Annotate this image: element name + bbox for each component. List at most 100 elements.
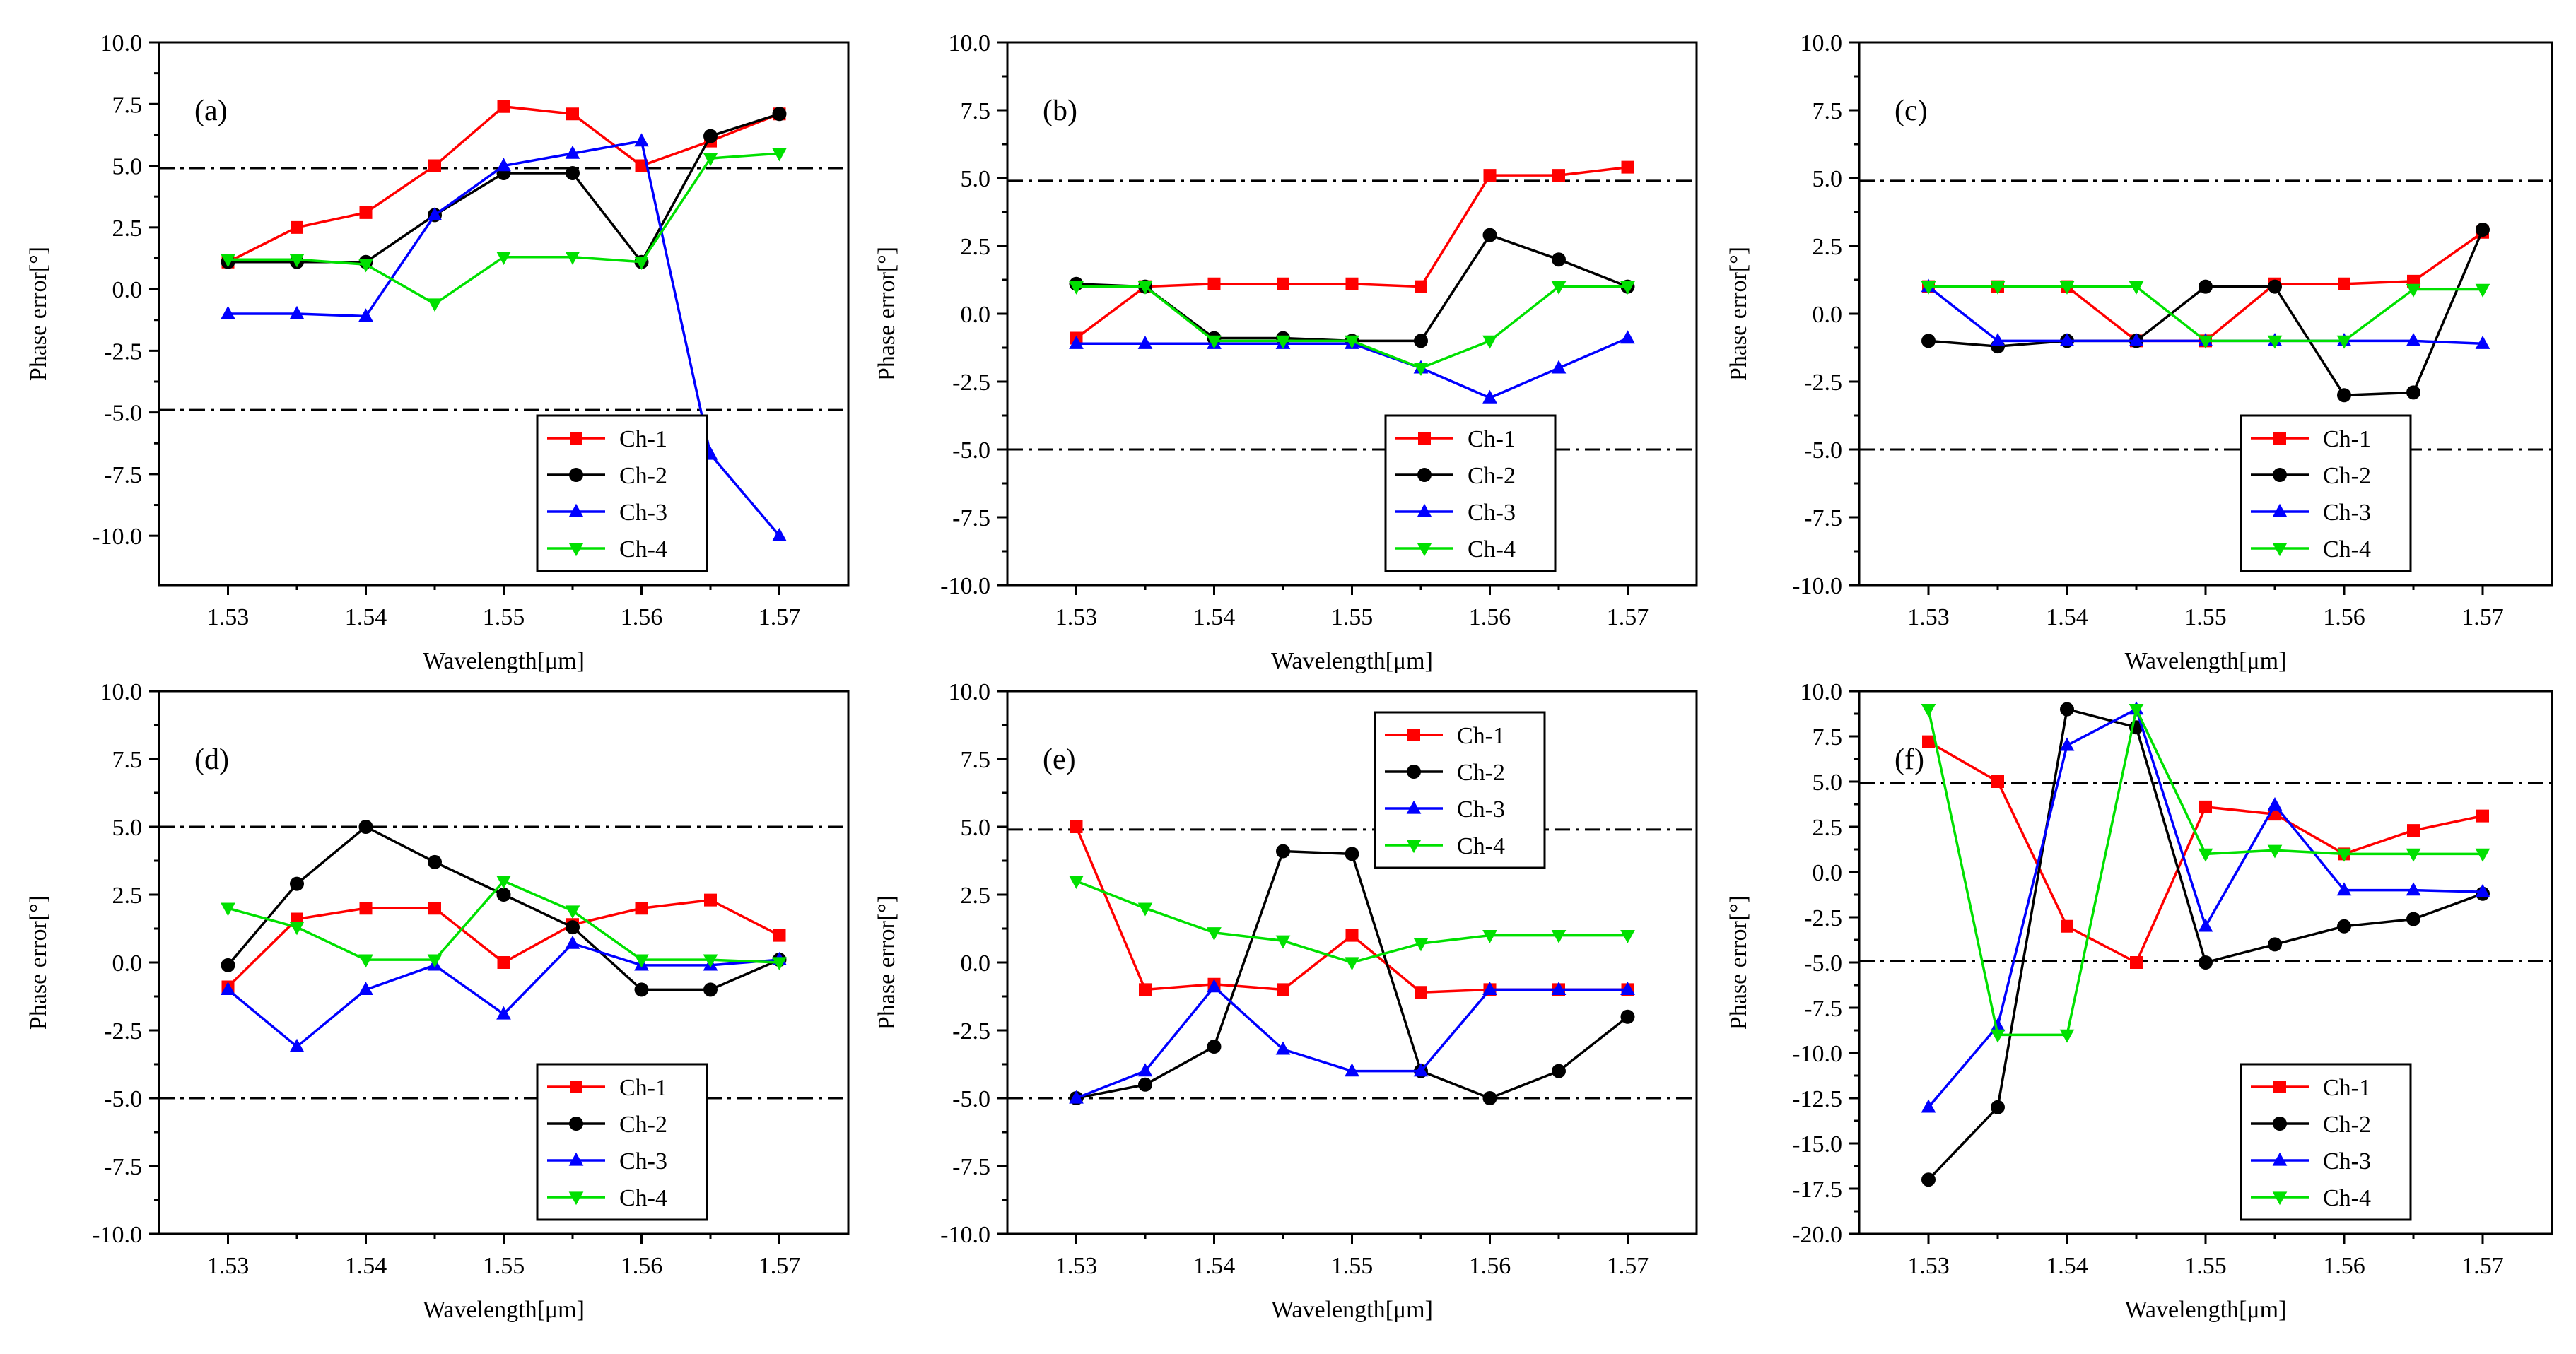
legend-marker <box>2272 503 2288 517</box>
y-tick-label: 0.0 <box>112 950 143 977</box>
data-point <box>1069 876 1084 890</box>
panel-label: (a) <box>194 95 228 127</box>
data-point <box>1551 982 1567 996</box>
legend-marker <box>569 1117 583 1131</box>
data-point <box>772 527 787 541</box>
y-tick-label: 2.5 <box>961 234 991 260</box>
data-point <box>496 876 511 890</box>
data-point <box>1345 1063 1359 1077</box>
y-tick-label: -10.0 <box>940 1222 990 1248</box>
y-tick-label: -7.5 <box>1804 996 1842 1022</box>
data-point <box>291 220 303 234</box>
data-point <box>635 902 648 915</box>
y-tick-label: 0.0 <box>1813 860 1843 886</box>
y-tick-label: -10.0 <box>940 573 990 599</box>
data-point <box>1620 330 1635 344</box>
data-point <box>289 254 305 268</box>
series-Ch-1 <box>221 100 786 269</box>
legend-label: Ch-1 <box>619 1075 667 1101</box>
legend-marker <box>568 543 584 557</box>
y-tick-label: 2.5 <box>112 883 143 909</box>
data-point <box>2406 882 2421 896</box>
y-tick-label: -5.0 <box>104 401 142 427</box>
data-point <box>2199 800 2212 813</box>
legend-label: Ch-2 <box>619 463 667 489</box>
panel-1: 10.0 7.5 5.0 2.5 0.0 -2.5 -5.0 -7.5 -10.0 1.53 1.5… <box>25 30 850 674</box>
data-point <box>289 305 305 319</box>
y-tick-label: 2.5 <box>1813 815 1843 841</box>
data-point <box>2406 283 2421 298</box>
data-point <box>1345 847 1359 861</box>
data-point <box>428 902 441 915</box>
data-point <box>1277 983 1289 996</box>
legend-label: Ch-3 <box>619 500 667 526</box>
y-tick-label: -10.0 <box>1792 1041 1842 1067</box>
y-tick-label: 10.0 <box>100 679 143 705</box>
y-axis-title: Phase error[°] <box>1726 247 1752 381</box>
panel-label: (d) <box>194 743 229 776</box>
legend-label: Ch-3 <box>619 1148 667 1175</box>
data-point <box>772 148 787 162</box>
x-tick-label: 1.54 <box>1193 1253 1236 1279</box>
x-tick-label: 1.57 <box>2461 604 2504 630</box>
y-axis-title: Phase error[°] <box>25 895 52 1030</box>
x-tick-label: 1.57 <box>1607 1253 1649 1279</box>
data-point <box>1414 334 1428 348</box>
data-point <box>1137 281 1153 295</box>
x-tick-label: 1.56 <box>621 604 663 630</box>
data-point <box>1990 1018 2006 1032</box>
data-point <box>1207 277 1221 290</box>
panel-2: 10.0 7.5 5.0 2.5 0.0 -2.5 -5.0 -7.5 -10.0 1.53 1.5… <box>874 30 1698 674</box>
y-tick-label: 0.0 <box>961 950 991 977</box>
data-point <box>1921 334 1936 348</box>
data-point <box>2129 703 2144 717</box>
x-tick-label: 1.54 <box>2046 604 2088 630</box>
legend-label: Ch-4 <box>619 1185 667 1211</box>
data-point <box>2199 955 2213 970</box>
data-point <box>1413 363 1429 377</box>
data-point <box>634 954 649 968</box>
series-Ch-4 <box>1921 281 2490 349</box>
legend-marker <box>568 1191 584 1206</box>
legend: Ch-1 Ch-2 Ch-3 Ch-4 <box>536 1063 708 1221</box>
x-tick-label: 1.54 <box>2046 1253 2088 1279</box>
data-point <box>1070 820 1083 833</box>
data-point <box>565 905 580 919</box>
legend-label: Ch-2 <box>2323 1112 2371 1138</box>
y-tick-label: -7.5 <box>104 462 142 488</box>
data-point <box>358 982 373 996</box>
legend-marker <box>570 1081 582 1093</box>
legend-marker <box>2273 468 2287 482</box>
data-point <box>2199 279 2213 294</box>
x-tick-label: 1.55 <box>2184 1253 2227 1279</box>
data-point <box>1620 929 1635 943</box>
legend-label: Ch-3 <box>1457 796 1505 823</box>
y-tick-label: -2.5 <box>1804 370 1842 396</box>
data-point <box>1276 844 1290 859</box>
panel-5: 10.0 7.5 5.0 2.5 0.0 -2.5 -5.0 -7.5 -10.0 1.53 1.5… <box>874 679 1698 1323</box>
legend: Ch-1 Ch-2 Ch-3 Ch-4 <box>2240 414 2412 572</box>
data-point <box>2406 912 2420 926</box>
y-tick-label: 5.0 <box>961 815 991 841</box>
data-point <box>1345 929 1359 942</box>
data-point <box>1275 935 1291 949</box>
series-Ch-3 <box>1069 979 1635 1104</box>
series-Ch-2 <box>221 107 787 269</box>
data-point <box>428 854 442 869</box>
data-point <box>1921 1172 1936 1187</box>
data-point <box>566 107 579 121</box>
data-point <box>221 305 235 319</box>
legend-box <box>1384 414 1557 572</box>
data-point <box>2475 283 2490 298</box>
data-point <box>703 153 718 167</box>
x-axis-title: Wavelength[μm] <box>423 648 585 674</box>
data-point <box>496 1006 511 1020</box>
data-point <box>772 107 787 122</box>
data-point <box>1345 957 1359 971</box>
data-point <box>2475 883 2490 897</box>
y-tick-label: -5.0 <box>952 437 990 464</box>
data-point <box>634 982 649 997</box>
data-point <box>2475 335 2490 349</box>
data-point <box>1482 228 1497 242</box>
